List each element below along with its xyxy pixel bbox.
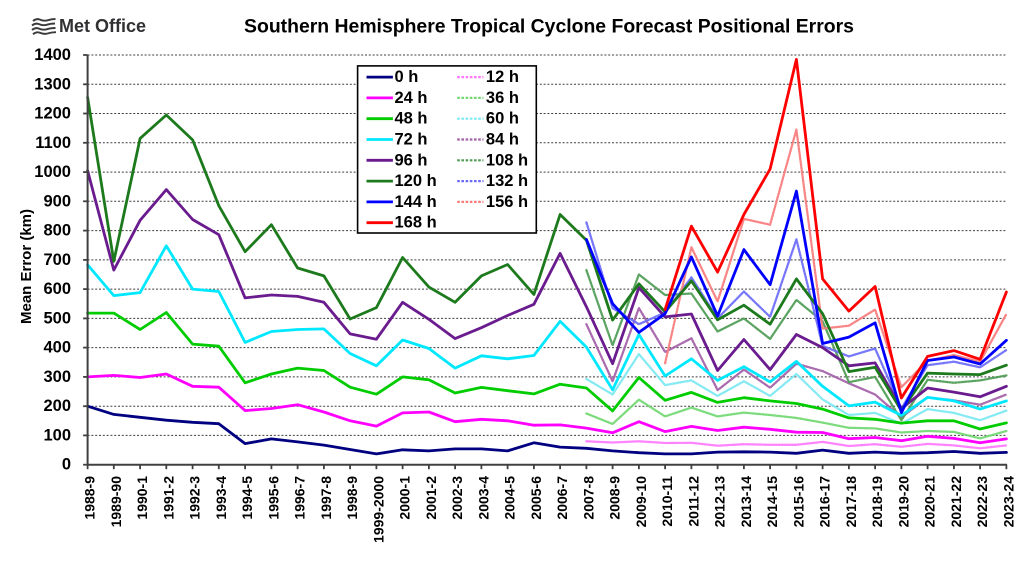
svg-text:1996-7: 1996-7 bbox=[292, 476, 308, 520]
svg-text:2022-23: 2022-23 bbox=[974, 476, 990, 528]
svg-text:108 h: 108 h bbox=[486, 151, 528, 169]
svg-text:1992-3: 1992-3 bbox=[187, 476, 203, 520]
svg-text:1990-1: 1990-1 bbox=[134, 476, 150, 520]
svg-text:2015-16: 2015-16 bbox=[790, 476, 806, 528]
svg-text:36 h: 36 h bbox=[486, 89, 519, 107]
svg-text:60 h: 60 h bbox=[486, 110, 519, 128]
svg-text:900: 900 bbox=[43, 192, 71, 210]
svg-text:0 h: 0 h bbox=[395, 68, 419, 86]
svg-text:2005-6: 2005-6 bbox=[528, 476, 544, 520]
svg-text:2021-22: 2021-22 bbox=[948, 476, 964, 528]
svg-text:2007-8: 2007-8 bbox=[580, 476, 596, 520]
svg-text:2017-18: 2017-18 bbox=[843, 476, 859, 528]
svg-text:2006-7: 2006-7 bbox=[554, 476, 570, 520]
svg-text:1000: 1000 bbox=[34, 163, 71, 181]
svg-text:2012-13: 2012-13 bbox=[712, 476, 728, 528]
svg-text:400: 400 bbox=[43, 339, 71, 357]
svg-text:2008-9: 2008-9 bbox=[607, 476, 623, 520]
svg-text:0: 0 bbox=[62, 456, 71, 474]
svg-text:1100: 1100 bbox=[35, 134, 71, 152]
svg-text:132 h: 132 h bbox=[486, 172, 528, 190]
svg-text:1999-2000: 1999-2000 bbox=[370, 476, 386, 543]
svg-text:2019-20: 2019-20 bbox=[895, 476, 911, 528]
svg-text:1988-9: 1988-9 bbox=[82, 476, 98, 520]
svg-text:84 h: 84 h bbox=[486, 131, 519, 149]
svg-text:168 h: 168 h bbox=[395, 214, 437, 232]
svg-text:600: 600 bbox=[43, 280, 71, 298]
svg-text:2013-14: 2013-14 bbox=[738, 476, 754, 528]
svg-text:2014-15: 2014-15 bbox=[764, 476, 780, 528]
svg-text:2001-2: 2001-2 bbox=[423, 476, 439, 520]
svg-text:500: 500 bbox=[43, 309, 71, 327]
svg-text:96 h: 96 h bbox=[395, 151, 428, 169]
svg-text:2009-10: 2009-10 bbox=[633, 476, 649, 528]
svg-text:72 h: 72 h bbox=[395, 131, 428, 149]
svg-text:800: 800 bbox=[43, 222, 71, 240]
svg-text:Met Office: Met Office bbox=[59, 16, 146, 36]
svg-text:2018-19: 2018-19 bbox=[869, 476, 885, 528]
svg-text:156 h: 156 h bbox=[486, 193, 528, 211]
svg-text:2023-24: 2023-24 bbox=[1000, 476, 1016, 528]
svg-text:1995-6: 1995-6 bbox=[265, 476, 281, 520]
svg-text:1994-5: 1994-5 bbox=[239, 476, 255, 520]
svg-text:300: 300 bbox=[43, 368, 71, 386]
svg-text:2004-5: 2004-5 bbox=[502, 476, 518, 520]
svg-text:2011-12: 2011-12 bbox=[685, 476, 701, 527]
svg-text:1998-9: 1998-9 bbox=[344, 476, 360, 520]
svg-text:1989-90: 1989-90 bbox=[108, 476, 124, 528]
svg-text:Southern Hemisphere Tropical C: Southern Hemisphere Tropical Cyclone For… bbox=[244, 16, 854, 38]
svg-text:1997-8: 1997-8 bbox=[318, 476, 334, 520]
svg-text:100: 100 bbox=[43, 426, 71, 444]
svg-text:2010-11: 2010-11 bbox=[659, 476, 675, 527]
svg-text:2000-1: 2000-1 bbox=[397, 476, 413, 520]
svg-text:12 h: 12 h bbox=[486, 68, 519, 86]
svg-text:200: 200 bbox=[43, 397, 71, 415]
svg-text:1200: 1200 bbox=[34, 105, 71, 123]
svg-text:2003-4: 2003-4 bbox=[475, 476, 491, 520]
svg-text:2020-21: 2020-21 bbox=[922, 476, 938, 528]
svg-text:120 h: 120 h bbox=[395, 172, 437, 190]
svg-text:2016-17: 2016-17 bbox=[817, 476, 833, 528]
svg-text:1400: 1400 bbox=[34, 46, 71, 64]
svg-text:1993-4: 1993-4 bbox=[213, 476, 229, 520]
svg-text:700: 700 bbox=[43, 251, 71, 269]
svg-text:144 h: 144 h bbox=[395, 193, 437, 211]
svg-text:1300: 1300 bbox=[34, 75, 71, 93]
svg-text:1991-2: 1991-2 bbox=[160, 476, 176, 520]
svg-text:2002-3: 2002-3 bbox=[449, 476, 465, 520]
svg-text:Mean Error (km): Mean Error (km) bbox=[18, 209, 35, 324]
svg-text:48 h: 48 h bbox=[395, 110, 428, 128]
svg-text:24 h: 24 h bbox=[395, 89, 428, 107]
